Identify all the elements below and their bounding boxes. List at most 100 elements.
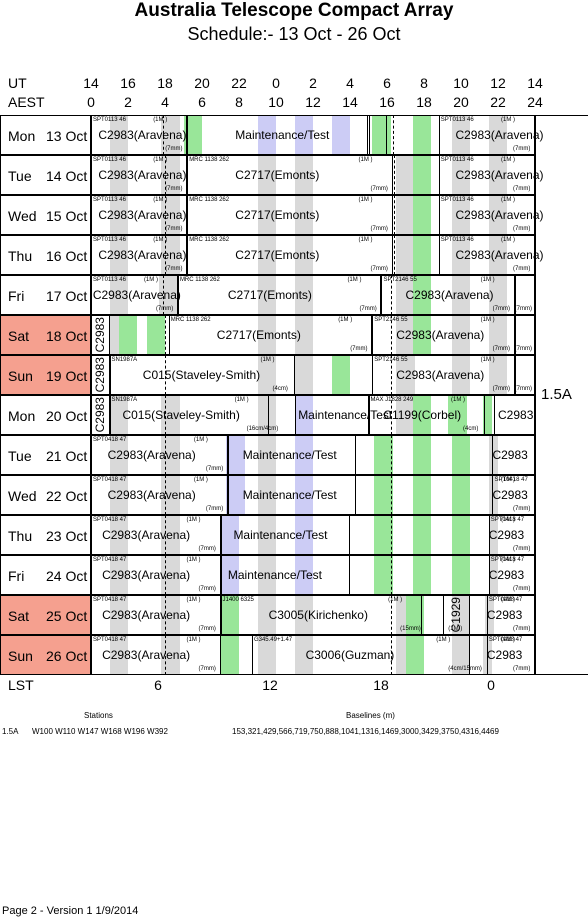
lst-dashed-line xyxy=(165,355,166,395)
schedule-block xyxy=(514,275,535,315)
program-name: Maintenance/Test xyxy=(235,128,330,142)
schedule-row-mon-20-oct: Mon 20 Oct C2983 SN1987A (1M ) (16cm/4cm) C015… xyxy=(0,395,536,435)
blue-band xyxy=(294,115,313,155)
grey-band xyxy=(396,275,415,315)
program-name: C2983(Aravena) xyxy=(92,288,181,302)
schedule-block xyxy=(381,275,515,315)
lst-tick-label: 18 xyxy=(373,677,389,693)
schedule-block xyxy=(220,515,350,555)
receiver-note: (7mm) xyxy=(165,226,183,232)
lst-dashed-line xyxy=(165,635,166,675)
lst-dashed-line xyxy=(390,515,392,555)
program-name: C2983(Aravena) xyxy=(98,168,187,182)
schedule-block xyxy=(91,435,228,475)
receiver-note: (7mm) xyxy=(165,146,183,152)
program-name: C2983 xyxy=(492,488,528,502)
receiver-note: (7mm) xyxy=(513,586,531,592)
day-date: 25 Oct xyxy=(46,608,88,624)
grey-band xyxy=(451,635,471,675)
program-name: C2717(Emonts) xyxy=(235,208,320,222)
bandwidth-note: (1M ) xyxy=(153,157,168,163)
grey-band xyxy=(109,195,128,235)
source-name: SPT0418 47 xyxy=(488,637,523,643)
green-band xyxy=(412,235,432,275)
source-name: SPT2146 55 xyxy=(383,277,417,283)
schedule-row-fri-17-oct: Fri 17 Oct SPT0113 46 (1M ) (7mm) C2983(Arave… xyxy=(0,275,536,315)
lst-dashed-line xyxy=(165,195,166,235)
bandwidth-note: (1M ) xyxy=(193,477,208,483)
schedule-block xyxy=(368,115,387,155)
source-name: MRC 1138 262 xyxy=(170,317,211,323)
day-name: Fri xyxy=(8,288,25,304)
grey-band xyxy=(257,195,276,235)
lst-dashed-line xyxy=(390,595,392,635)
grey-band xyxy=(396,155,415,195)
aest-tick-label: 10 xyxy=(268,94,284,110)
program-name: Maintenance/Test xyxy=(242,448,337,462)
receiver-note: (15mm) xyxy=(400,626,421,632)
receiver-note: (7mm) xyxy=(513,626,531,632)
schedule-block xyxy=(438,195,535,235)
bandwidth-note: (1M ) xyxy=(358,157,373,163)
grey-band xyxy=(294,275,313,315)
source-name: MAX J1828 249 xyxy=(370,397,414,403)
source-name: J1400 6325 xyxy=(222,597,254,603)
bandwidth-note: (1M ) xyxy=(480,277,495,283)
source-name: MRC 1138 262 xyxy=(189,237,230,243)
lst-dashed-line xyxy=(394,155,396,195)
source-name: SPT2146 55 xyxy=(374,317,408,323)
lst-tick-label: 12 xyxy=(262,677,278,693)
lst-dashed-line xyxy=(390,395,392,435)
lst-dashed-line xyxy=(165,155,166,195)
schedule-block xyxy=(91,555,221,595)
green-band xyxy=(374,515,393,555)
grey-band xyxy=(109,595,128,635)
day-name: Sun xyxy=(8,648,33,664)
grey-band xyxy=(257,155,276,195)
green-band xyxy=(412,555,432,595)
day-name: Sat xyxy=(8,608,30,624)
green-band xyxy=(451,475,471,515)
receiver-note: (7mm) xyxy=(492,386,510,392)
grey-band xyxy=(257,395,276,435)
bandwidth-note: (1M ) xyxy=(143,277,158,283)
schedule-block xyxy=(91,515,221,555)
bandwidth-note: (1M ) xyxy=(153,117,168,123)
schedule-block xyxy=(109,355,295,395)
grey-band xyxy=(396,315,415,355)
footer-baselines: 153,321,429,566,719,750,888,1041,1316,14… xyxy=(232,727,499,736)
lst-dashed-line xyxy=(163,115,165,155)
day-date: 26 Oct xyxy=(46,648,88,664)
source-name: SPT0113 46 xyxy=(93,197,126,203)
lst-dashed-line xyxy=(392,115,394,155)
grey-band xyxy=(109,155,128,195)
day-label: Mon 13 Oct xyxy=(0,115,91,155)
schedule-block xyxy=(220,555,350,595)
source-name: SPT0418 47 xyxy=(490,517,525,523)
program-name: C2983 xyxy=(492,448,528,462)
schedule-row-fri-24-oct: Fri 24 Oct SPT0418 47 (1M ) (7mm) C2983(Arave… xyxy=(0,555,536,595)
lst-dashed-line xyxy=(165,235,166,275)
receiver-note: (4cm) xyxy=(463,426,479,432)
receiver-note: (7mm) xyxy=(514,346,532,352)
aest-tick-label: 14 xyxy=(342,94,358,110)
green-band xyxy=(146,315,165,355)
aest-tick-label: 12 xyxy=(305,94,321,110)
schedule-block xyxy=(294,395,369,435)
lst-dashed-line xyxy=(165,595,166,635)
schedule-block xyxy=(91,115,188,155)
bandwidth-note: (1M ) xyxy=(153,237,168,243)
source-name: SPT0418 47 xyxy=(488,597,523,603)
schedule-block xyxy=(438,115,535,155)
day-date: 13 Oct xyxy=(46,128,88,144)
green-band xyxy=(412,155,432,195)
source-name: MRC 1138 262 xyxy=(189,157,230,163)
lst-dashed-line xyxy=(394,195,396,235)
program-name: C2983(Aravena) xyxy=(98,128,187,142)
aest-tick-label: 22 xyxy=(490,94,506,110)
grey-band xyxy=(488,555,498,595)
source-name: SPT0418 47 xyxy=(93,477,127,483)
receiver-note: (7mm) xyxy=(165,186,183,192)
receiver-note: (4cm/15mm) xyxy=(448,666,482,672)
stations-label: Stations xyxy=(84,711,113,720)
